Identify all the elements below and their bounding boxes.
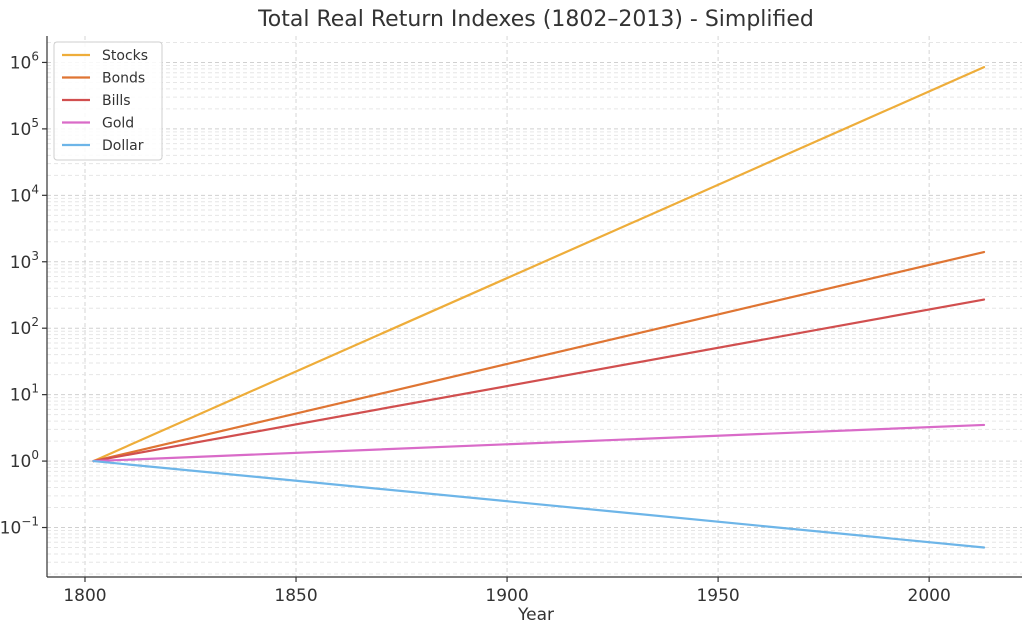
legend-label-bonds: Bonds	[102, 71, 145, 87]
legend-label-stocks: Stocks	[102, 48, 148, 64]
x-axis-label: Year	[517, 605, 554, 625]
series-lines	[92, 66, 986, 549]
x-tick-label: 1850	[274, 586, 317, 606]
y-tick-label: 103	[10, 249, 39, 273]
x-tick-label: 1800	[63, 586, 106, 606]
x-tick-label: 2000	[908, 586, 951, 606]
x-axis-ticks: 1800 1850 1900 1950 2000	[63, 577, 951, 606]
chart-title: Total Real Return Indexes (1802–2013) - …	[257, 7, 814, 32]
legend-items: Stocks Bonds Bills Gold Dollar	[62, 48, 148, 154]
legend-label-gold: Gold	[102, 116, 134, 132]
series-line-bills	[92, 298, 986, 463]
series-line-gold	[92, 423, 986, 463]
legend-box	[53, 41, 163, 161]
y-tick-label: 100	[10, 448, 39, 472]
legend-label-bills: Bills	[102, 93, 131, 109]
y-axis-ticks: 10−1 100 101 102 103 104 105 106	[0, 49, 47, 539]
series-line-stocks	[92, 66, 986, 463]
legend: Stocks Bonds Bills Gold Dollar	[53, 41, 163, 161]
x-tick-label: 1950	[696, 586, 739, 606]
x-tick-label: 1900	[485, 586, 528, 606]
grid-lines	[47, 36, 1022, 577]
y-tick-label: 10−1	[0, 515, 39, 539]
series-line-dollar	[92, 459, 986, 549]
y-tick-label: 101	[10, 382, 39, 406]
series-line-bonds	[92, 250, 986, 463]
y-tick-label: 106	[10, 49, 39, 73]
y-tick-label: 104	[10, 182, 39, 206]
legend-label-dollar: Dollar	[102, 138, 144, 154]
y-tick-label: 102	[10, 315, 39, 339]
y-tick-label: 105	[10, 116, 39, 140]
